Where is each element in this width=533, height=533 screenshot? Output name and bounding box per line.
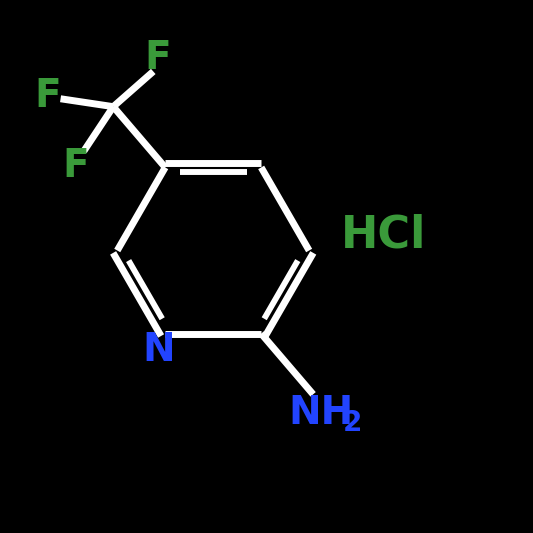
Text: F: F xyxy=(144,39,171,77)
Text: F: F xyxy=(34,77,61,115)
Text: 2: 2 xyxy=(342,409,362,437)
Text: N: N xyxy=(142,330,175,369)
Text: HCl: HCl xyxy=(341,213,426,256)
Text: NH: NH xyxy=(288,394,354,432)
Text: F: F xyxy=(62,147,89,185)
